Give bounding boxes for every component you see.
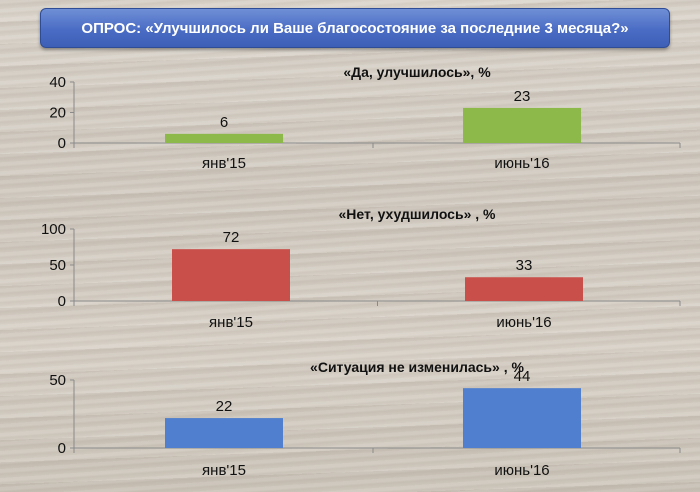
y-tick-label: 0 [58, 135, 66, 152]
bar [465, 277, 583, 301]
bar [463, 388, 581, 448]
y-tick-label: 20 [49, 105, 66, 122]
category-label: июнь'16 [494, 155, 549, 172]
category-label: янв'15 [209, 314, 253, 331]
bar [172, 249, 290, 301]
data-label: 22 [216, 398, 233, 415]
chart-title: «Да, улучшилось», % [343, 64, 491, 80]
category-label: июнь'16 [494, 462, 549, 479]
y-tick-label: 100 [41, 221, 66, 238]
data-label: 72 [223, 229, 240, 246]
bar [463, 107, 581, 143]
page-title: ОПРОС: «Улучшилось ли Ваше благосостояни… [40, 8, 670, 48]
y-tick-label: 40 [49, 74, 66, 91]
data-label: 44 [514, 368, 531, 385]
data-label: 23 [514, 88, 531, 105]
y-tick-label: 0 [58, 440, 66, 457]
chart-title: «Нет, ухудшилось» , % [339, 206, 497, 222]
category-label: янв'15 [202, 462, 246, 479]
category-label: июнь'16 [496, 314, 551, 331]
y-tick-label: 50 [49, 372, 66, 389]
bar [165, 418, 283, 448]
bar [165, 133, 283, 143]
category-label: янв'15 [202, 155, 246, 172]
chart-title: «Ситуация не изменилась» , % [310, 359, 524, 375]
data-label: 33 [516, 257, 533, 274]
y-tick-label: 50 [49, 257, 66, 274]
y-tick-label: 0 [58, 293, 66, 310]
data-label: 6 [220, 114, 228, 131]
